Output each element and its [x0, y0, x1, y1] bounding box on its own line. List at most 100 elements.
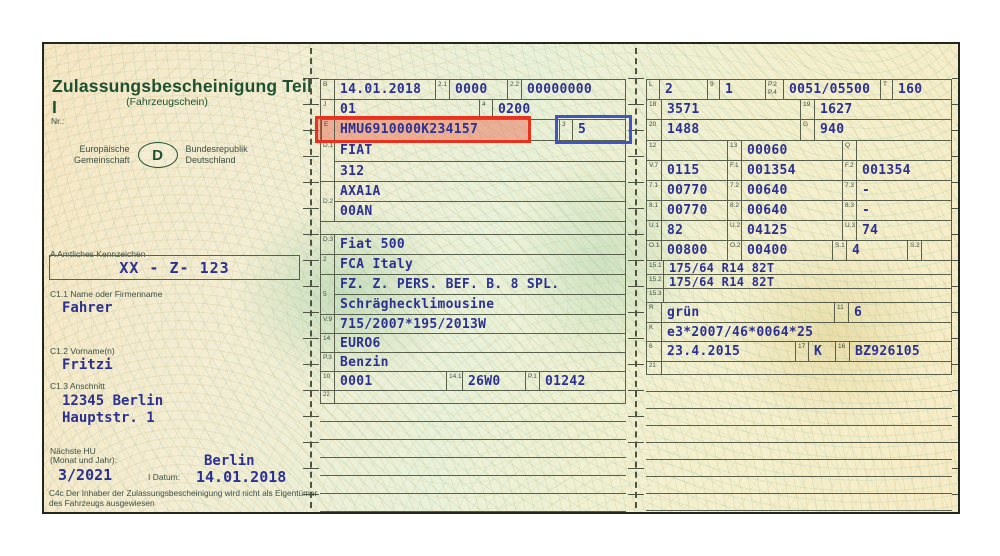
field-label-16: 16 [835, 342, 850, 361]
type-approval-number-value: e3*2007/46*0064*25 [667, 325, 814, 340]
issue-date-value: 14.01.2018 [196, 468, 287, 486]
field-label-4: 4 [479, 100, 493, 119]
field-label-u3: U.3 [842, 221, 857, 240]
field-label-15-2: 15.2 [647, 275, 664, 288]
standing-noise-value: 82 [667, 223, 684, 238]
row-21: 21 [647, 361, 951, 374]
field-value-7-3: - [862, 183, 871, 198]
field-label-p2-p4: P.2 P.4 [765, 80, 784, 99]
field-label-s1: S.1 [832, 241, 847, 260]
field-label-12: 12 [647, 141, 662, 160]
field-value-4: 0200 [498, 102, 531, 117]
document-subtitle: (Fahrzeugschein) [126, 96, 208, 108]
field3-highlight-box[interactable] [555, 115, 632, 144]
first-name-value: Fritzi [62, 357, 113, 373]
c13-label: C1.3 Anschnitt [50, 381, 105, 391]
hu-date-value: 3/2021 [58, 466, 113, 484]
row-d2: D.2 AXA1A 00AN [321, 181, 625, 221]
axles-value: 2 [665, 82, 674, 97]
height-value: 1488 [667, 122, 700, 137]
row-e: E HMU6910000K234157 3 5 [315, 115, 632, 144]
width-value: 1627 [820, 102, 853, 117]
field-label-f1: F.1 [727, 161, 742, 180]
field-label-20: 20 [647, 120, 662, 140]
field-label-6: 6 [647, 342, 662, 361]
field-label-5: 5 [321, 275, 335, 314]
field-label-7-1: 7.1 [647, 181, 662, 200]
field-value-16: BZ926105 [855, 344, 921, 359]
row-20-g: 20 1488 G 940 [647, 119, 951, 140]
field-label-13: 13 [727, 141, 742, 160]
country-oval-badge: D [137, 142, 178, 168]
registration-certificate: Zulassungsbescheinigung Teil I (Fahrzeug… [42, 42, 960, 514]
field-label-v9: V.9 [321, 315, 335, 333]
field-label-b: B [321, 80, 335, 99]
field-label-19: 19 [800, 100, 815, 119]
vin-value: HMU6910000K234157 [340, 122, 479, 137]
row-r-11: R grün 11 6 [647, 302, 951, 322]
field-label-2-1: 2.1 [435, 80, 450, 99]
field-label-r: R [647, 303, 662, 322]
max-speed-value: 160 [898, 82, 923, 97]
row-k: K e3*2007/46*0064*25 [647, 322, 951, 341]
field-label-8-3: 8.3 [842, 201, 857, 220]
field-value-8-3: - [862, 203, 871, 218]
row-6-17-16: 6 23.4.2015 17 K 16 BZ926105 [647, 341, 951, 361]
field-value-13: 00060 [747, 143, 788, 158]
owner-name-value: Fahrer [62, 300, 113, 316]
field-value-21 [662, 362, 951, 374]
row-d1: D.1 FIAT 312 [321, 140, 625, 181]
braked-trailer-value: 00800 [667, 243, 708, 258]
seats-value: 4 [852, 243, 861, 258]
driven-axles-value: 1 [725, 82, 734, 97]
vehicle-class-value: FZ. Z. PERS. BEF. B. 8 SPL. [340, 277, 560, 292]
field-label-g: G [800, 120, 815, 140]
row-d3: D.3 Fiat 500 [321, 234, 625, 254]
field-value-10: 0001 [340, 374, 373, 389]
field-label-14: 14 [321, 334, 335, 352]
colour-value: grün [667, 305, 700, 320]
field-label-p3: P.3 [321, 353, 335, 371]
c11-label: C1.1 Name oder Firmenname [50, 289, 163, 299]
unbraked-trailer-value: 00400 [747, 243, 788, 258]
field-label-7-3: 7.3 [842, 181, 857, 200]
fin-highlight-box[interactable] [315, 116, 531, 143]
c4c-notice: C4c Der Inhaber der Zulassungsbescheinig… [49, 488, 318, 509]
field-label-v7: V.7 [647, 161, 662, 180]
row-15-2: 15.2 175/64 R14 82T [647, 274, 951, 289]
field-value-12 [662, 141, 727, 160]
trade-name-value: Fiat 500 [340, 237, 406, 252]
datum-label: I Datum: [148, 472, 181, 482]
field-label-u2: U.2 [727, 221, 742, 240]
row-14: 14 EURO6 [321, 333, 625, 352]
version-value: 00AN [335, 201, 625, 221]
address-line-1: 12345 Berlin [62, 393, 164, 409]
row-8: 8.1 00770 8.2 00640 8.3 - [647, 200, 951, 220]
standing-places-value [922, 241, 951, 260]
mass-value: 940 [820, 122, 845, 137]
nr-label: Nr.: [51, 116, 65, 126]
field-label-9: 9 [707, 80, 720, 99]
field-label-f2: F.2 [842, 161, 857, 180]
field-label-k: K [647, 323, 662, 341]
row-15-1: 15.1 175/64 R14 82T [647, 260, 951, 275]
field-label-j: J [321, 100, 335, 119]
length-value: 3571 [667, 102, 700, 117]
field-value-2-1: 0000 [455, 82, 488, 97]
field-value-q [857, 141, 951, 160]
field-value-8-1: 00770 [667, 203, 708, 218]
c12-label: C1.2 Vorname(n) [50, 346, 115, 356]
variant-value: AXA1A [340, 184, 381, 199]
field-label-q: Q [842, 141, 857, 160]
driving-noise-value: 74 [862, 223, 879, 238]
field-label-11: 11 [834, 303, 849, 322]
right-column: L 2 9 1 P.2 P.4 0051/05500 T 160 18 3571 … [646, 79, 952, 511]
row-b: B 14.01.2018 2.1 0000 2.2 00000000 [321, 79, 625, 99]
field-label-p1: P.1 [525, 372, 540, 390]
issue-city-value: Berlin [204, 453, 255, 469]
row-5: 5 FZ. Z. PERS. BEF. B. 8 SPL. Schrägheck… [321, 274, 625, 314]
row-j: J 01 4 0200 [321, 99, 625, 119]
field-label-2-2: 2.2 [507, 80, 522, 99]
perforation-right-edge [952, 44, 958, 512]
field-label-s2: S.2 [907, 241, 922, 260]
